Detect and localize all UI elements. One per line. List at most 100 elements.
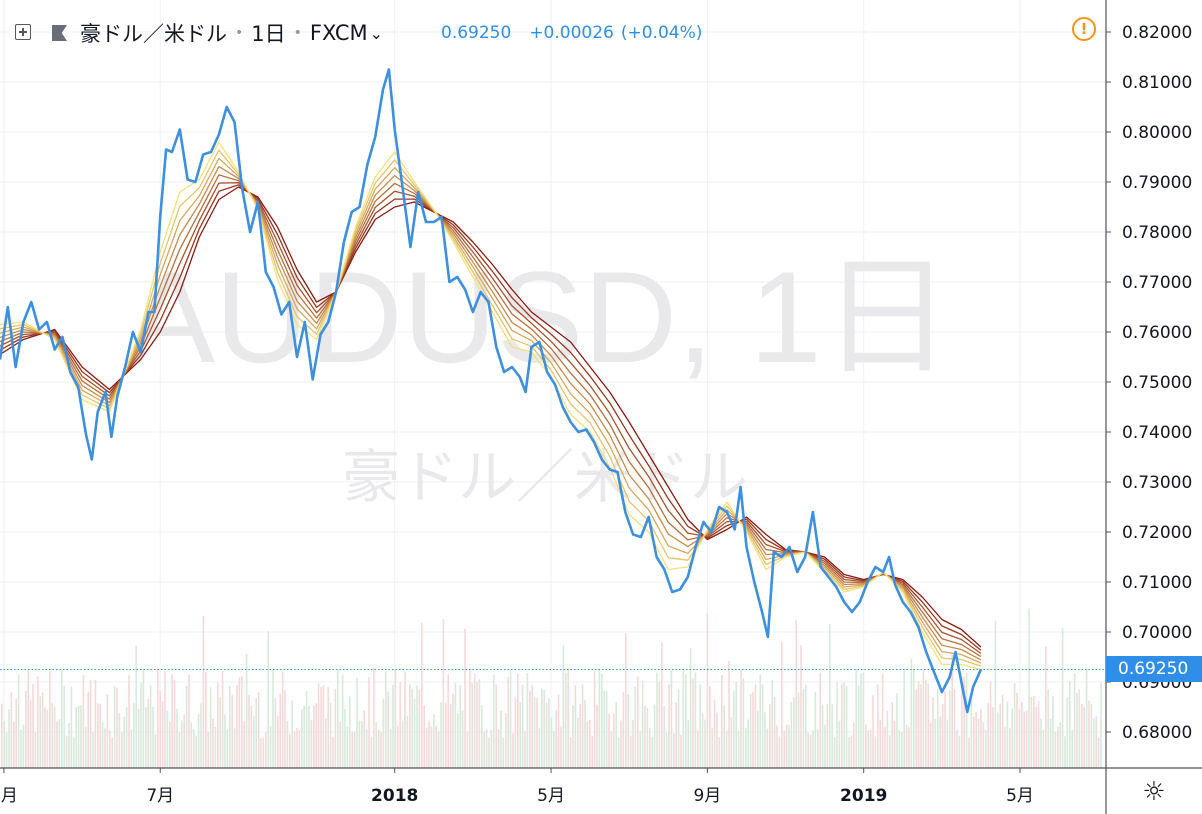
ema-line [0,182,982,654]
volume-bar [1073,673,1076,768]
volume-bar [836,682,838,768]
volume-bar [358,720,361,768]
volume-bar [778,736,781,768]
price-change-percent: (+0.04%) [620,23,703,43]
volume-bar [224,714,226,768]
volume-bar [869,730,872,768]
volume-bar [980,708,982,768]
last-price: 0.69250 [441,23,512,43]
volume-bar [317,683,320,768]
volume-bar [8,709,10,768]
volume-bar [293,731,296,768]
volume-bar [401,720,404,768]
volume-bar [737,730,740,768]
volume-bar [442,619,445,768]
price-tick-label: 0.74000 [1122,423,1192,443]
volume-bar [85,727,87,768]
volume-bar [44,706,46,768]
add-symbol-icon[interactable] [15,24,31,40]
price-tick-label: 0.73000 [1122,473,1192,493]
volume-bar [577,717,579,768]
volume-bar [524,731,526,768]
volume-bar [332,736,334,768]
volume-bar [759,674,761,768]
volume-bar [692,678,694,768]
volume-bar [800,645,802,768]
volume-bar [949,689,951,768]
volume-bar [805,684,807,768]
volume-bar [248,695,250,768]
flag-icon[interactable] [52,25,67,41]
volume-bar [548,698,550,768]
volume-bar [469,669,471,768]
volume-bar [236,685,238,768]
volume-bar [579,703,581,768]
volume-bar [661,642,663,768]
price-tick-label: 0.77000 [1122,273,1192,293]
volume-bar [913,668,915,768]
volume-bar [471,682,473,768]
volume-bar [641,680,644,768]
gear-icon[interactable]: ☼ [1142,777,1166,807]
volume-bar [20,729,22,768]
volume-bar [1083,706,1085,768]
volume-bar [507,676,509,768]
header-separator: • [293,25,302,41]
exchange-label[interactable]: FXCM [309,21,368,45]
volume-bar [752,691,754,768]
volume-bar [260,737,262,768]
price-tick-label: 0.75000 [1122,373,1192,393]
volume-bar [430,726,433,768]
volume-bar [418,689,421,768]
volume-bar [829,623,831,768]
volume-bar [495,684,497,768]
volume-bar [728,660,730,768]
volume-bar [620,720,622,768]
symbol-watermark: AUDUSD, 1日 豪ドル／米ドル [128,244,951,511]
volume-bar [488,737,490,768]
volume-bar [555,709,557,768]
volume-bar [394,670,397,768]
volume-bar [968,737,970,768]
symbol-header[interactable]: 豪ドル／米ドル • 1日 • FXCM ⌄ [80,18,383,48]
warning-icon[interactable]: ! [1072,17,1096,41]
interval-label[interactable]: 1日 [251,22,286,46]
volume-bar [517,673,519,768]
volume-bar [603,690,605,768]
volume-bar [509,669,512,768]
volume-bar [173,679,176,768]
volume-bar [1090,703,1093,768]
volume-bar [459,685,461,768]
volume-bar [1052,696,1054,768]
volume-bar [454,682,457,768]
volume-bar [526,672,529,768]
volume-bar [745,727,747,768]
volume-bar [764,712,766,768]
volume-bar [5,732,8,768]
volume-bar [404,671,406,768]
volume-bar [793,696,795,768]
volume-bar [73,737,75,768]
volume-bar [1081,703,1083,768]
volume-bar [106,694,109,768]
volume-bar [908,727,910,768]
volume-bar [716,712,718,768]
header-separator: • [235,25,244,41]
volume-bar [718,737,721,768]
volume-bar [464,628,466,768]
volume-bar [337,670,339,768]
volume-bar [435,725,437,768]
chevron-down-icon[interactable]: ⌄ [369,23,384,43]
volume-bar [687,720,689,768]
moving-average-ribbon [0,141,982,671]
volume-bar [217,682,219,768]
volume-bar [956,730,958,768]
volume-bar [615,702,617,768]
volume-bar [560,725,562,768]
volume-bar [886,710,889,768]
volume-bar [975,711,977,768]
volume-bar [265,731,267,768]
volume-bar [310,720,313,768]
volume-bar [389,728,392,768]
